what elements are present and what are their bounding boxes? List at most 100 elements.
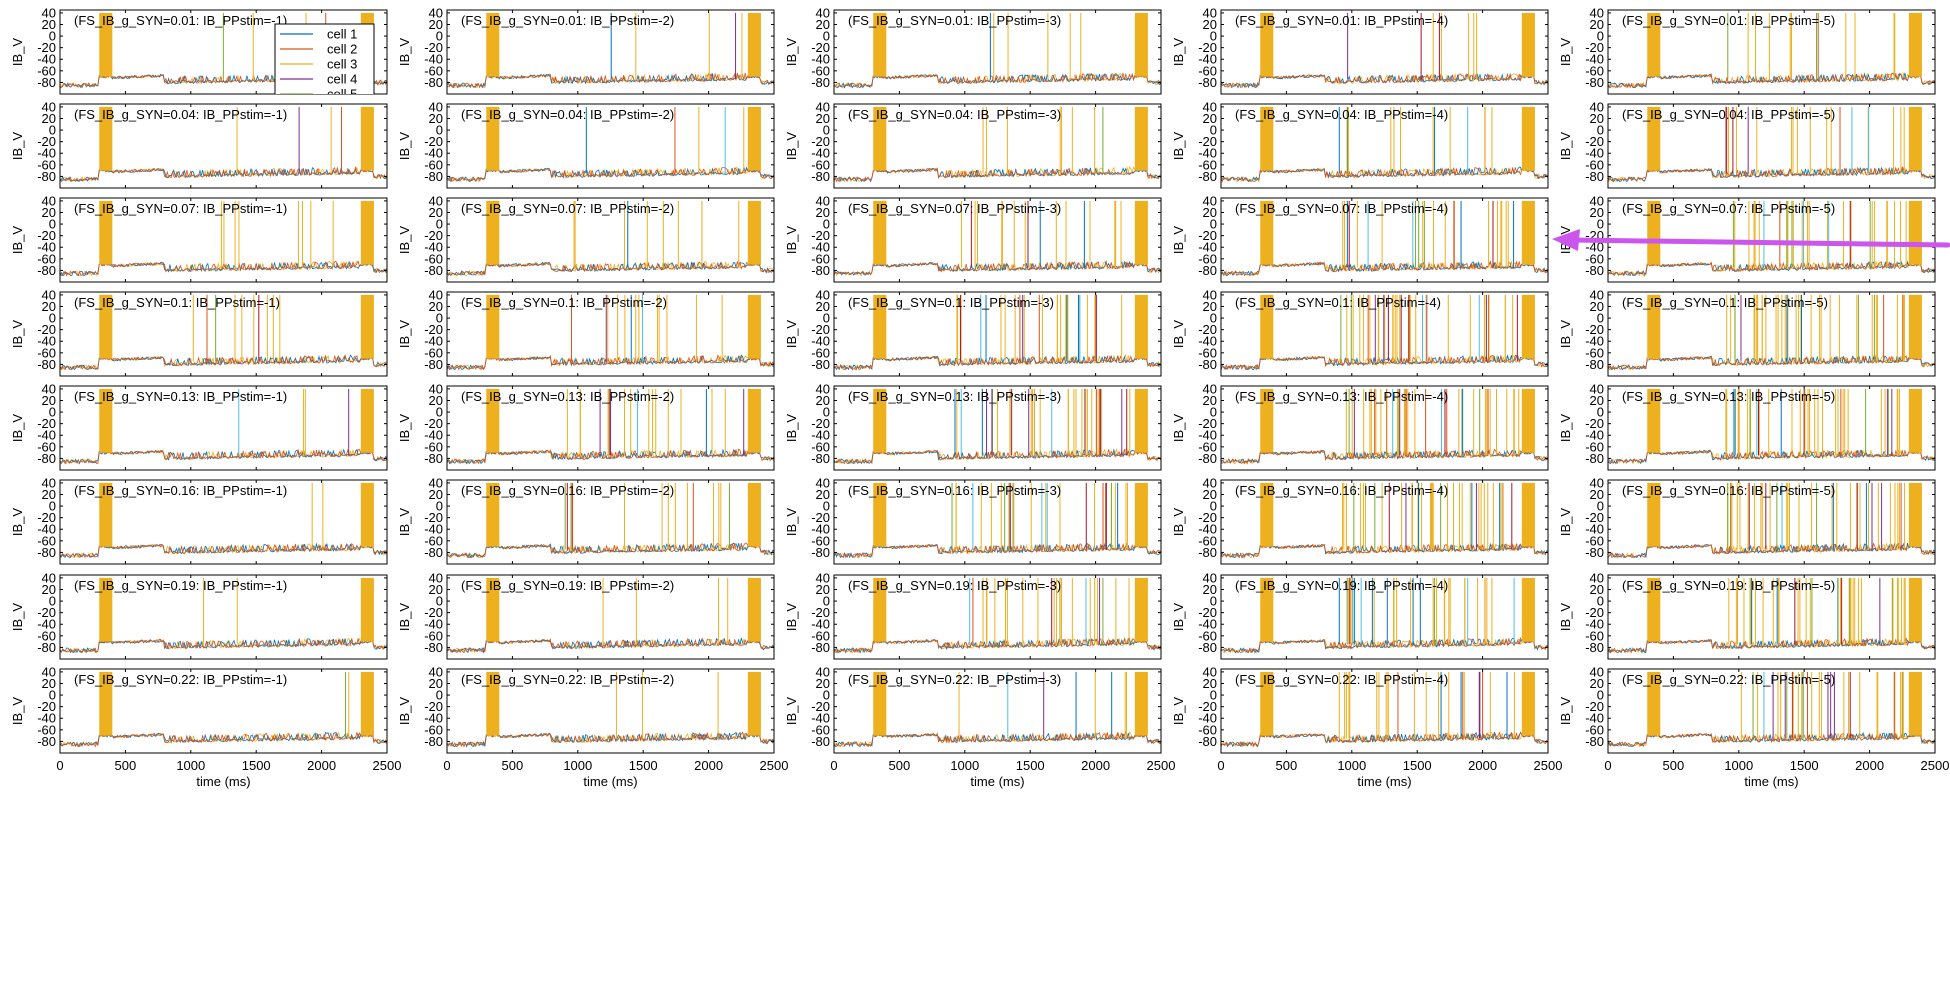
panel-title: (FS_IB_g_SYN=0.13: IB_PPstim=-1) [74,389,287,404]
y-tick-label: -20 [1198,322,1217,337]
y-axis-label: IB_V [10,38,25,67]
burst-2 [1134,12,1148,77]
baseline-trace [447,542,774,559]
panel-title: (FS_IB_g_SYN=0.1: IB_PPstim=-1) [74,295,280,310]
y-tick-label: 40 [1203,381,1217,396]
y-tick-label: 0 [823,688,830,703]
y-tick-label: -20 [37,605,56,620]
y-tick-label: -40 [1585,334,1604,349]
panel-frame [446,668,775,754]
y-tick-label: 20 [816,17,830,32]
burst-2 [1908,106,1922,171]
burst-1 [1260,388,1274,453]
baseline-trace [834,542,1161,559]
y-axis-label: IB_V [784,508,799,537]
panel-title: (FS_IB_g_SYN=0.04: IB_PPstim=-3) [848,107,1061,122]
y-tick-label: 0 [49,29,56,44]
y-tick-label: -80 [424,451,443,466]
x-axis-label: time (ms) [1357,774,1411,789]
panel-title: (FS_IB_g_SYN=0.01: IB_PPstim=-4) [1235,13,1448,28]
burst-1 [486,106,500,171]
baseline-trace [834,260,1161,276]
traces [1221,12,1548,89]
y-axis-label: IB_V [1171,414,1186,443]
baseline-trace [60,354,387,371]
baseline-trace [1608,355,1935,371]
y-tick-label: -60 [1585,439,1604,454]
y-tick-label: -40 [811,617,830,632]
burst-2 [1134,482,1148,547]
baseline-trace [60,637,387,653]
x-tick-label: 0 [56,758,63,773]
y-tick-label: -20 [424,510,443,525]
panel-title: (FS_IB_g_SYN=0.04: IB_PPstim=-4) [1235,107,1448,122]
y-tick-label: -20 [811,510,830,525]
y-tick-label: 40 [42,193,56,208]
x-tick-label: 0 [443,758,450,773]
burst-2 [1908,388,1922,453]
y-tick-label: 20 [1590,393,1604,408]
y-tick-label: -60 [37,251,56,266]
burst-1 [486,294,500,359]
y-tick-label: -80 [37,640,56,655]
y-tick-label: -60 [1198,722,1217,737]
y-tick-label: -80 [1585,451,1604,466]
y-tick-label: -20 [1585,322,1604,337]
y-tick-label: -40 [1585,428,1604,443]
annotation-layer [1552,229,1950,251]
y-tick-label: -80 [37,734,56,749]
y-tick-label: 0 [823,217,830,232]
y-tick-label: -40 [1198,240,1217,255]
y-tick-label: 20 [1203,111,1217,126]
burst-1 [99,388,113,453]
y-tick-label: -20 [37,228,56,243]
x-tick-label: 2500 [760,758,789,773]
y-tick-label: -40 [424,428,443,443]
burst-2 [360,106,374,171]
arrow-head [1552,229,1580,251]
y-tick-label: -60 [811,251,830,266]
y-tick-label: -60 [37,722,56,737]
y-tick-label: -80 [1585,263,1604,278]
y-tick-label: -20 [1198,134,1217,149]
burst-1 [1647,671,1661,736]
y-tick-label: 0 [1597,405,1604,420]
baseline-trace [60,542,387,558]
burst-2 [1521,106,1535,171]
baseline-trace [447,354,774,371]
burst-1 [873,577,887,642]
panel-title: (FS_IB_g_SYN=0.07: IB_PPstim=-4) [1235,201,1448,216]
y-tick-label: 20 [429,393,443,408]
x-tick-label: 1500 [1790,758,1819,773]
y-tick-label: 0 [823,405,830,420]
traces [1608,12,1935,89]
y-tick-label: -60 [1585,63,1604,78]
y-tick-label: -20 [1198,605,1217,620]
traces [60,106,387,183]
y-axis-label: IB_V [1171,697,1186,726]
traces [1221,106,1548,183]
burst-1 [1260,294,1274,359]
x-tick-label: 1000 [1337,758,1366,773]
y-axis-label: IB_V [10,132,25,161]
y-tick-label: -60 [424,345,443,360]
y-axis-label: IB_V [10,508,25,537]
y-tick-label: 0 [49,499,56,514]
x-tick-label: 1500 [1016,758,1045,773]
y-axis-label: IB_V [397,508,412,537]
panel-title: (FS_IB_g_SYN=0.22: IB_PPstim=-3) [848,672,1061,687]
y-tick-label: 40 [816,99,830,114]
burst-2 [747,482,761,547]
y-tick-label: 0 [1597,311,1604,326]
y-tick-label: 40 [429,287,443,302]
baseline-trace [834,730,1161,748]
baseline-trace [834,72,1161,88]
y-axis-label: IB_V [397,697,412,726]
panel-frame [1220,9,1549,95]
panel-frame [446,291,775,377]
